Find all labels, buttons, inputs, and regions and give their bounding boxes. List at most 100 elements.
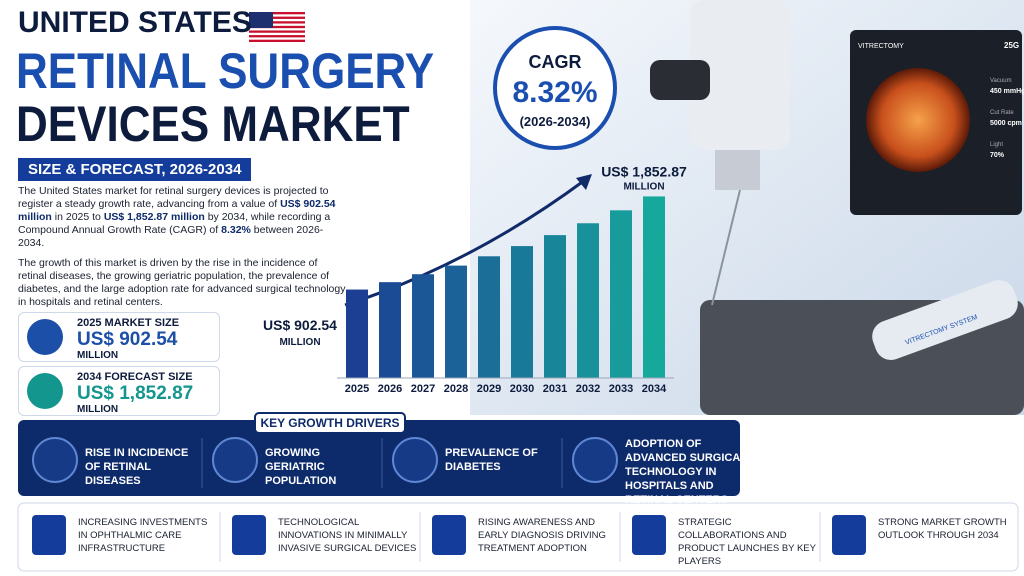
growth-arrow xyxy=(344,178,586,307)
factor-text: STRONG MARKET GROWTH OUTLOOK THROUGH 203… xyxy=(878,517,1007,541)
start-label: MILLION xyxy=(279,337,320,348)
flag-stripe xyxy=(249,16,305,19)
driver-text: GROWING GERIATRIC POPULATION xyxy=(265,447,337,487)
x-tick-label: 2030 xyxy=(510,383,534,395)
stat-box: 2025 MARKET SIZE US$ 902.54 MILLION xyxy=(18,312,220,362)
factor-icon xyxy=(232,515,266,555)
factor-text: STRATEGIC COLLABORATIONS AND PRODUCT LAU… xyxy=(678,517,816,567)
driver-text: RISE IN INCIDENCE OF RETINAL DISEASES xyxy=(85,447,189,487)
flag-canton xyxy=(249,12,273,28)
bar xyxy=(544,235,566,378)
monitor-gauge: 25G xyxy=(1004,41,1019,50)
intro-paragraph: The United States market for retinal sur… xyxy=(18,185,348,250)
bar xyxy=(412,274,434,378)
x-tick-label: 2032 xyxy=(576,383,600,395)
stat-label: 2025 MARKET SIZE xyxy=(77,317,180,329)
flag-stripe xyxy=(249,25,305,29)
drivers-band xyxy=(18,420,740,496)
cagr-period: (2026-2034) xyxy=(519,114,591,129)
driver-text: PREVALENCE OF DIABETES xyxy=(445,447,538,473)
paragraph-segment: 8.32% xyxy=(221,224,251,236)
title-line: RETINAL SURGERY xyxy=(16,43,435,99)
driver-icon xyxy=(572,437,618,483)
us-flag xyxy=(249,12,305,42)
factor-text: INCREASING INVESTMENTS IN OPHTHALMIC CAR… xyxy=(78,517,208,554)
microscope xyxy=(690,0,790,150)
paragraph-segment: US$ 1,852.87 million xyxy=(103,211,205,223)
x-tick-label: 2029 xyxy=(477,383,501,395)
end-label: US$ 1,852.87 xyxy=(601,163,687,179)
stat-icon xyxy=(27,373,63,409)
monitor-reading-label: Cut Rate xyxy=(990,110,1014,116)
factor-text: RISING AWARENESS AND EARLY DIAGNOSIS DRI… xyxy=(478,517,606,554)
factor-icon xyxy=(832,515,866,555)
stat-unit: MILLION xyxy=(77,404,119,415)
factor-icon xyxy=(632,515,666,555)
stat-label: 2034 FORECAST SIZE xyxy=(77,371,193,383)
x-tick-label: 2034 xyxy=(642,383,667,395)
bar xyxy=(610,210,632,378)
paragraph-segment: between 2026-2034. xyxy=(18,224,324,249)
x-tick-label: 2027 xyxy=(411,383,435,395)
bar xyxy=(346,289,368,378)
driver-text: ADOPTION OF ADVANCED SURGICAL TECHNOLOGY… xyxy=(625,438,747,506)
bar xyxy=(445,265,467,378)
paragraph-segment: in 2025 to xyxy=(51,211,104,223)
flag-stripe xyxy=(249,35,305,38)
flag-stripe xyxy=(249,12,305,15)
drivers-title-pill xyxy=(254,412,406,434)
end-label: MILLION xyxy=(623,181,664,192)
stat-unit: MILLION xyxy=(77,350,119,361)
bar xyxy=(478,256,500,378)
flag-stripe xyxy=(249,30,305,33)
x-tick-label: 2026 xyxy=(378,383,402,395)
cagr-label: CAGR xyxy=(528,52,582,72)
stat-icon xyxy=(27,319,63,355)
arrow-head xyxy=(576,174,592,190)
paragraph-segment: The United States market for retinal sur… xyxy=(18,185,329,210)
cagr-value: 8.32% xyxy=(512,76,598,109)
paragraph-segment: by 2034, while recording a Compound Annu… xyxy=(18,211,331,236)
driver-icon xyxy=(32,437,78,483)
subtitle: SIZE & FORECAST, 2026-2034 xyxy=(18,158,252,181)
country: UNITED STATES xyxy=(18,6,252,39)
cagr-circle xyxy=(493,26,617,150)
bar xyxy=(379,282,401,378)
flag-stripe xyxy=(249,39,305,42)
monitor-mode: VITRECTOMY xyxy=(858,43,904,50)
monitor-reading-value: 450 mmHg xyxy=(990,88,1024,95)
factor-icon xyxy=(432,515,466,555)
eyepiece xyxy=(650,60,710,100)
monitor-reading-value: 70% xyxy=(990,152,1005,159)
x-tick-label: 2028 xyxy=(444,383,468,395)
stat-value: US$ 902.54 xyxy=(77,329,178,350)
driver-icon xyxy=(392,437,438,483)
title-line: DEVICES MARKET xyxy=(16,96,410,152)
flag-stripe xyxy=(249,21,305,24)
start-label: US$ 902.54 xyxy=(263,317,337,333)
x-tick-label: 2025 xyxy=(345,383,369,395)
bar xyxy=(643,196,665,378)
probe xyxy=(711,189,741,306)
factor-text: TECHNOLOGICAL INNOVATIONS IN MINIMALLY I… xyxy=(278,517,417,554)
factors-band xyxy=(17,502,1019,572)
intro-paragraph: The growth of this market is driven by t… xyxy=(18,257,346,308)
factor-icon xyxy=(32,515,66,555)
x-tick-label: 2031 xyxy=(543,383,567,395)
bar xyxy=(511,246,533,378)
driver-icon xyxy=(212,437,258,483)
microscope-lens xyxy=(715,150,760,190)
monitor-reading-value: 5000 cpm xyxy=(990,120,1022,127)
retina-image xyxy=(866,68,970,172)
bar xyxy=(577,223,599,378)
handpiece xyxy=(872,280,1018,360)
monitor-reading-label: Vacuum xyxy=(990,78,1012,84)
stat-box: 2034 FORECAST SIZE US$ 1,852.87 MILLION xyxy=(18,366,220,416)
paragraph-segment: US$ 902.54 million xyxy=(18,198,336,223)
stat-value: US$ 1,852.87 xyxy=(77,383,194,404)
x-tick-label: 2033 xyxy=(609,383,633,395)
monitor-reading-label: Light xyxy=(990,142,1003,148)
drivers-title: KEY GROWTH DRIVERS xyxy=(260,416,399,430)
